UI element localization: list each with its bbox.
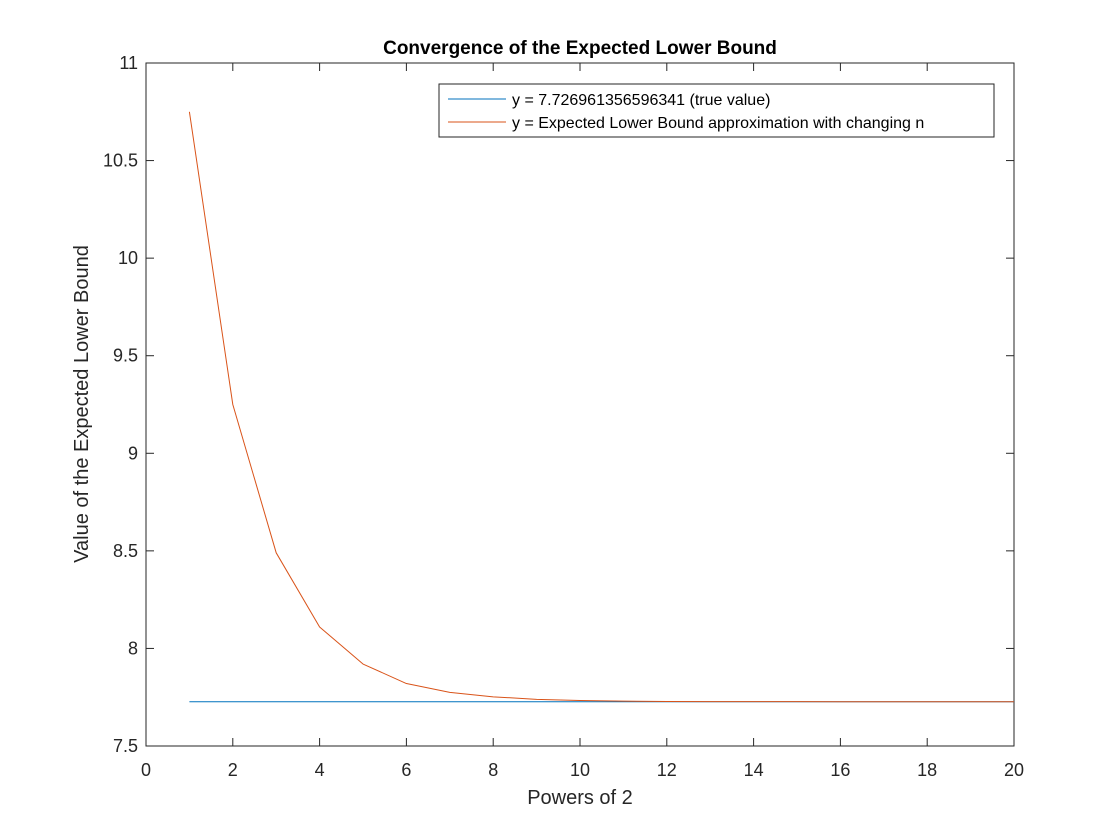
x-tick-label: 18 (917, 760, 937, 780)
tick-layer: 0 2 4 6 8 10 12 14 16 18 20 7.5 8 8.5 9 9.5 10 10.5 11 (103, 53, 1024, 780)
y-tick-label: 9 (128, 443, 138, 463)
y-tick-label: 11 (119, 53, 138, 73)
plot-area (145, 62, 1015, 747)
legend-box (438, 83, 995, 138)
x-tick-label: 16 (830, 760, 850, 780)
legend: y = 7.726961356596341 (true value) y = E… (438, 83, 995, 138)
x-tick-label: 0 (141, 760, 151, 780)
legend-entry-approximation: y = Expected Lower Bound approximation w… (512, 115, 924, 132)
y-tick-label: 7.5 (113, 736, 138, 756)
x-tick-label: 4 (315, 760, 325, 780)
series-line-approximation (188, 111, 1014, 703)
x-tick-label: 20 (1004, 760, 1024, 780)
y-tick-label: 10.5 (103, 151, 138, 171)
y-tick-label: 10 (118, 248, 138, 268)
x-tick-label: 8 (488, 760, 498, 780)
x-tick-label: 12 (657, 760, 677, 780)
y-tick-label: 8.5 (113, 541, 138, 561)
x-tick-label: 10 (570, 760, 590, 780)
x-axis-label: Powers of 2 (527, 787, 633, 809)
x-tick-label: 14 (744, 760, 764, 780)
legend-entry-true-value: y = 7.726961356596341 (true value) (512, 92, 770, 109)
chart-title: Convergence of the Expected Lower Bound (383, 38, 777, 59)
x-tick-label: 2 (228, 760, 238, 780)
series-layer (188, 111, 1014, 703)
y-axis-label: Value of the Expected Lower Bound (71, 245, 93, 563)
y-tick-label: 9.5 (113, 346, 138, 366)
y-tick-label: 8 (128, 638, 138, 658)
x-tick-label: 6 (401, 760, 411, 780)
